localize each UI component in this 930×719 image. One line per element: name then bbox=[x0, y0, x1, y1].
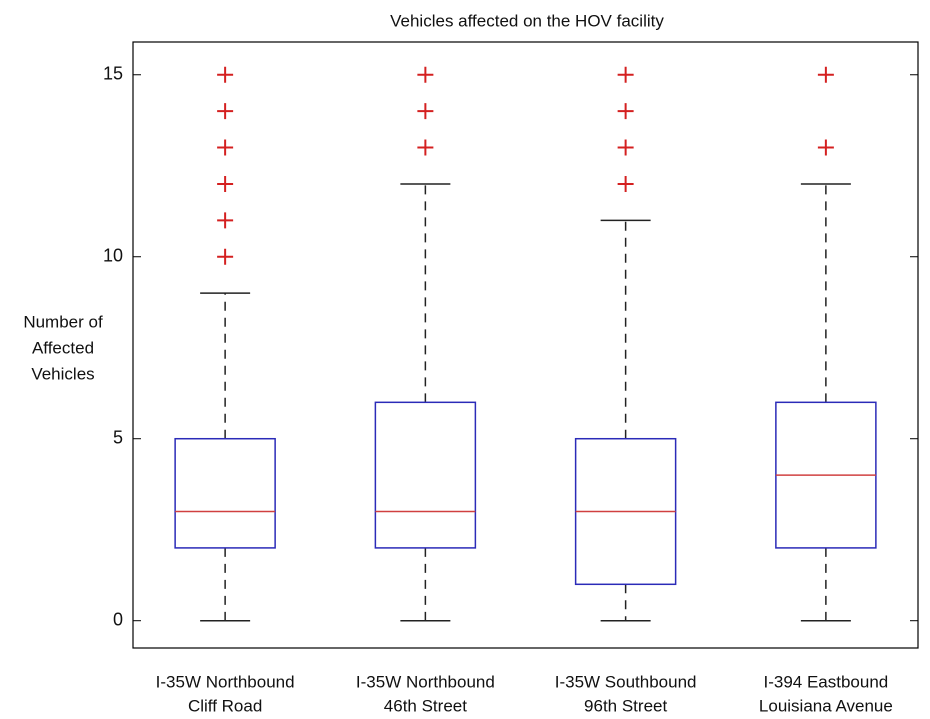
chart-title: Vehicles affected on the HOV facility bbox=[390, 11, 664, 30]
x-tick-label: I-35W Southbound bbox=[555, 672, 697, 691]
y-axis-label: Vehicles bbox=[31, 364, 94, 383]
outlier bbox=[817, 66, 834, 83]
outlier bbox=[417, 66, 434, 83]
outlier bbox=[417, 139, 434, 156]
outlier bbox=[817, 139, 834, 156]
plot-frame bbox=[132, 41, 919, 649]
outlier bbox=[217, 66, 234, 83]
y-tick-label: 5 bbox=[113, 427, 123, 447]
outlier bbox=[217, 212, 234, 229]
y-axis-label: Affected bbox=[32, 338, 94, 357]
box bbox=[374, 401, 477, 549]
outlier bbox=[617, 103, 634, 120]
x-tick-label: 96th Street bbox=[584, 696, 667, 715]
box bbox=[174, 437, 276, 549]
y-tick-label: 15 bbox=[103, 64, 123, 84]
outlier bbox=[217, 248, 234, 265]
y-axis-label: Number of bbox=[23, 312, 103, 331]
x-tick-label: I-35W Northbound bbox=[156, 672, 295, 691]
outlier bbox=[217, 139, 234, 156]
x-tick-label: Louisiana Avenue bbox=[759, 696, 893, 715]
outlier bbox=[617, 66, 634, 83]
outlier bbox=[617, 175, 634, 192]
outlier bbox=[217, 175, 234, 192]
x-tick-label: 46th Street bbox=[384, 696, 467, 715]
outlier bbox=[617, 139, 634, 156]
x-tick-label: I-35W Northbound bbox=[356, 672, 495, 691]
outlier bbox=[217, 103, 234, 120]
y-tick-label: 0 bbox=[113, 609, 123, 629]
y-tick-label: 10 bbox=[103, 245, 123, 265]
x-tick-label: I-394 Eastbound bbox=[763, 672, 888, 691]
outlier bbox=[417, 103, 434, 120]
x-tick-label: Cliff Road bbox=[188, 696, 262, 715]
